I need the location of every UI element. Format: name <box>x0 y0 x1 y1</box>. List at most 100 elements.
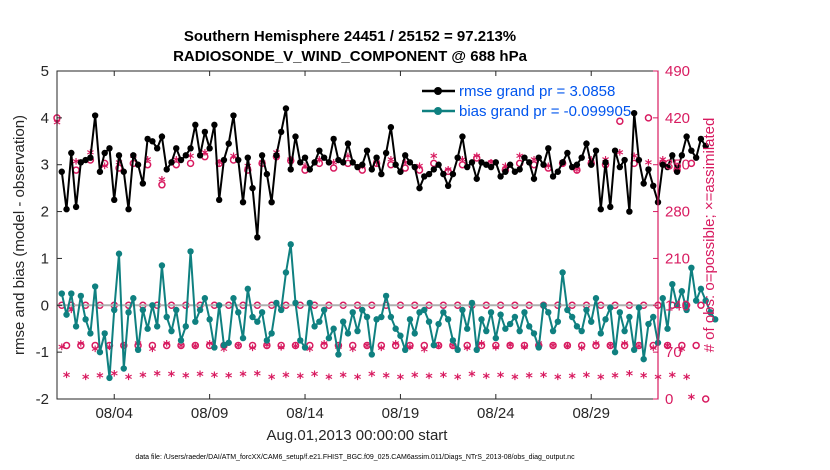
assimilated-count-marker: * <box>359 161 367 177</box>
assimilated-count-marker: * <box>301 161 309 177</box>
assimilated-count-marker: * <box>521 342 529 358</box>
rmse-point <box>464 163 471 171</box>
observation-count-markers: * * * * * * * * * * * * * * * * * * * * * * * * * * * * * * * * * * * * * * * *… <box>53 114 710 408</box>
rmse-point <box>502 168 509 175</box>
assimilated-count-marker: * <box>249 343 257 359</box>
rmse-point <box>277 128 285 136</box>
assimilated-count-marker: * <box>621 338 629 354</box>
assimilated-count-marker: * <box>192 341 200 357</box>
possible-count-marker <box>291 341 300 350</box>
left-tick-label: -2 <box>36 391 49 408</box>
bias-point <box>669 281 676 288</box>
assimilated-count-marker: * <box>330 158 338 174</box>
left-tick-label: 3 <box>41 157 49 174</box>
rmse-point <box>397 168 404 175</box>
rmse-point <box>521 154 528 161</box>
rmse-point <box>349 159 356 166</box>
rmse-point <box>645 166 652 173</box>
assimilated-count-marker: * <box>392 338 400 354</box>
rmse-point <box>187 145 194 152</box>
assimilated-count-marker: * <box>683 372 691 388</box>
possible-count-marker <box>320 341 328 350</box>
bias-point <box>421 306 428 314</box>
assimilated-count-marker: * <box>306 344 314 360</box>
rmse-point <box>153 145 161 152</box>
possible-count-marker <box>415 166 424 174</box>
legend-bias-label: bias grand pr = -0.099905 <box>459 103 631 120</box>
assimilated-count-marker: * <box>68 305 76 321</box>
rmse-point <box>120 168 127 175</box>
rmse-point <box>297 159 304 166</box>
rmse-point <box>387 124 395 131</box>
rmse-point <box>540 161 547 168</box>
bias-point <box>645 320 652 328</box>
rmse-point <box>382 149 390 157</box>
assimilated-count-marker: * <box>72 156 80 172</box>
left-tick-label: 4 <box>41 110 49 127</box>
assimilated-count-marker: * <box>630 151 638 167</box>
bias-point <box>378 313 385 321</box>
bias-point <box>215 302 223 309</box>
left-tick-label: -1 <box>36 344 49 361</box>
right-tick-label: 490 <box>665 63 690 80</box>
rmse-point <box>316 147 323 154</box>
assimilated-count-marker: * <box>559 158 567 174</box>
bias-point <box>564 306 571 314</box>
assimilated-count-marker: * <box>225 371 233 387</box>
assimilated-count-marker: * <box>354 372 362 388</box>
rmse-point <box>678 152 686 159</box>
rmse-point <box>91 112 99 119</box>
possible-count-marker <box>186 159 195 168</box>
assimilated-count-marker: * <box>497 370 505 386</box>
possible-count-marker <box>477 341 486 350</box>
assimilated-count-marker: * <box>440 370 448 386</box>
assimilated-count-marker: * <box>540 370 548 386</box>
assimilated-count-marker: * <box>688 392 696 408</box>
bias-point <box>68 290 75 297</box>
bias-point <box>282 269 290 276</box>
possible-count-marker <box>62 341 71 350</box>
rmse-point <box>444 182 452 189</box>
assimilated-count-marker: * <box>530 154 538 170</box>
assimilated-count-marker: * <box>297 371 305 387</box>
bias-point <box>297 337 304 344</box>
rmse-point <box>268 199 275 206</box>
data-file-footer: data file: /Users/raeder/DAI/ATM_forcXX/… <box>135 454 575 461</box>
left-axis-ticks: -2 -1 0 1 2 3 4 5 <box>36 63 62 408</box>
possible-count-marker <box>592 341 600 350</box>
assimilated-count-marker: * <box>483 371 491 387</box>
rmse-point <box>196 152 204 159</box>
rmse-point <box>359 161 366 168</box>
assimilated-count-marker: * <box>344 151 352 167</box>
rmse-point <box>688 147 695 154</box>
possible-count-marker <box>191 341 200 350</box>
possible-count-marker <box>406 341 414 350</box>
assimilated-count-marker: * <box>640 371 648 387</box>
rmse-point <box>149 138 156 145</box>
bias-point <box>82 316 89 323</box>
assimilated-count-marker: * <box>397 372 405 388</box>
rmse-point <box>354 163 361 171</box>
x-tick-label: 08/14 <box>286 405 324 422</box>
assimilated-count-marker: * <box>158 174 166 190</box>
bias-point <box>173 306 180 314</box>
rmse-point <box>411 163 418 171</box>
bias-point <box>196 306 204 314</box>
assimilated-count-marker: * <box>263 340 271 356</box>
bias-point <box>120 365 127 372</box>
bias-point <box>526 323 533 330</box>
bias-point <box>306 299 314 307</box>
plot-area: * * * * * * * * * * * * * * * * * * * * * * * * * * * * * * * * * * * * * * * *… <box>36 63 719 422</box>
possible-count-marker <box>158 181 166 189</box>
bias-point <box>344 330 352 337</box>
bias-point <box>588 318 595 325</box>
rmse-point <box>454 154 461 161</box>
rmse-point <box>158 133 166 140</box>
rmse-point <box>588 161 595 168</box>
assimilated-count-marker: * <box>177 340 185 356</box>
rmse-point <box>182 152 189 159</box>
rmse-point <box>559 159 566 166</box>
rmse-point <box>545 145 552 152</box>
assimilated-count-marker: * <box>616 148 624 164</box>
rmse-point <box>363 147 371 154</box>
